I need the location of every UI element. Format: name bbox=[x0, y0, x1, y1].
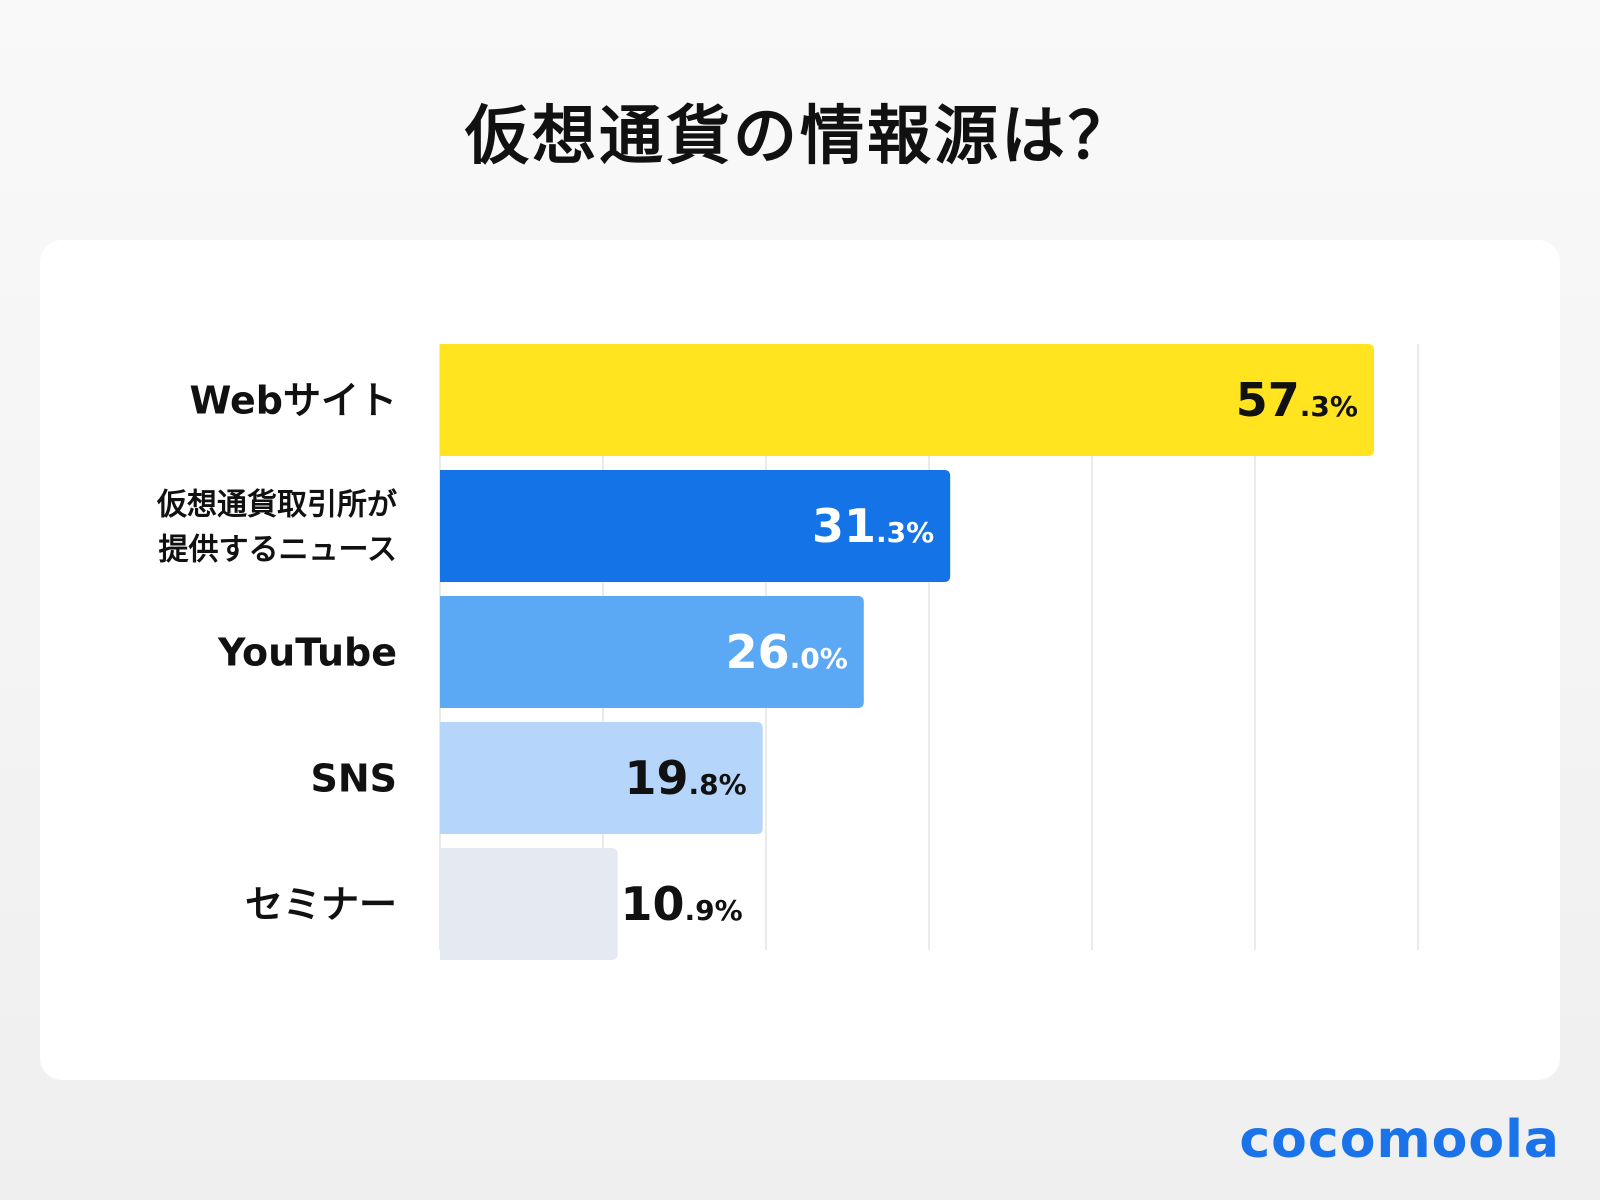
chart-card: Webサイト仮想通貨取引所が提供するニュース YouTube SNS セミナー 57.… bbox=[40, 240, 1560, 1080]
category-label: SNS bbox=[310, 757, 397, 801]
bar bbox=[440, 344, 1374, 456]
bar bbox=[440, 848, 618, 960]
bars bbox=[440, 344, 1374, 960]
brand-logo: cocomoola bbox=[1239, 1110, 1560, 1170]
category-label: YouTube bbox=[217, 631, 397, 675]
category-label: Webサイト bbox=[189, 379, 397, 423]
value-label: 31.3% bbox=[812, 499, 934, 553]
value-label: 10.9% bbox=[620, 877, 742, 931]
value-labels: 57.3% 31.3% 26.0% 19.8% 10.9% bbox=[620, 373, 1358, 931]
value-label: 19.8% bbox=[625, 751, 747, 805]
category-label: 仮想通貨取引所が提供するニュース bbox=[156, 487, 397, 567]
value-label: 57.3% bbox=[1236, 373, 1358, 427]
chart-title: 仮想通貨の情報源は？ bbox=[465, 100, 1135, 174]
value-label: 26.0% bbox=[726, 625, 848, 679]
bar bbox=[440, 722, 763, 834]
bar bbox=[440, 596, 864, 708]
category-label: セミナー bbox=[245, 883, 397, 927]
bar bbox=[440, 470, 951, 582]
